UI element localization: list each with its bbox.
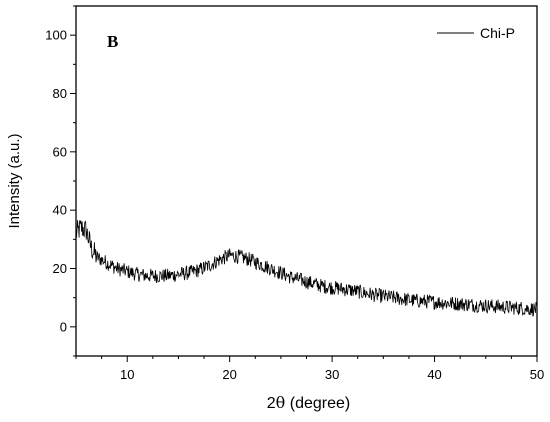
x-tick-label: 40 xyxy=(427,367,441,382)
x-axis-label-theta: θ xyxy=(276,393,286,412)
series-line-chi-p xyxy=(75,220,538,317)
x-tick-label: 30 xyxy=(325,367,339,382)
x-tick-label: 50 xyxy=(530,367,544,382)
y-tick-label: 40 xyxy=(53,203,67,218)
panel-label: B xyxy=(107,32,118,51)
x-axis-label-main: 2 xyxy=(267,395,276,412)
legend-label: Chi-P xyxy=(480,25,515,41)
x-tick-label: 20 xyxy=(222,367,236,382)
y-tick-label: 0 xyxy=(60,319,67,334)
x-axis-label: 2θ (degree) xyxy=(267,393,350,412)
y-tick-label: 100 xyxy=(45,28,67,43)
y-tick-label: 20 xyxy=(53,261,67,276)
y-axis-label: Intensity (a.u.) xyxy=(6,133,23,228)
x-tick-label: 10 xyxy=(120,367,134,382)
y-tick-label: 60 xyxy=(53,144,67,159)
x-axis-label-unit: (degree) xyxy=(285,395,350,412)
y-tick-label: 80 xyxy=(53,86,67,101)
